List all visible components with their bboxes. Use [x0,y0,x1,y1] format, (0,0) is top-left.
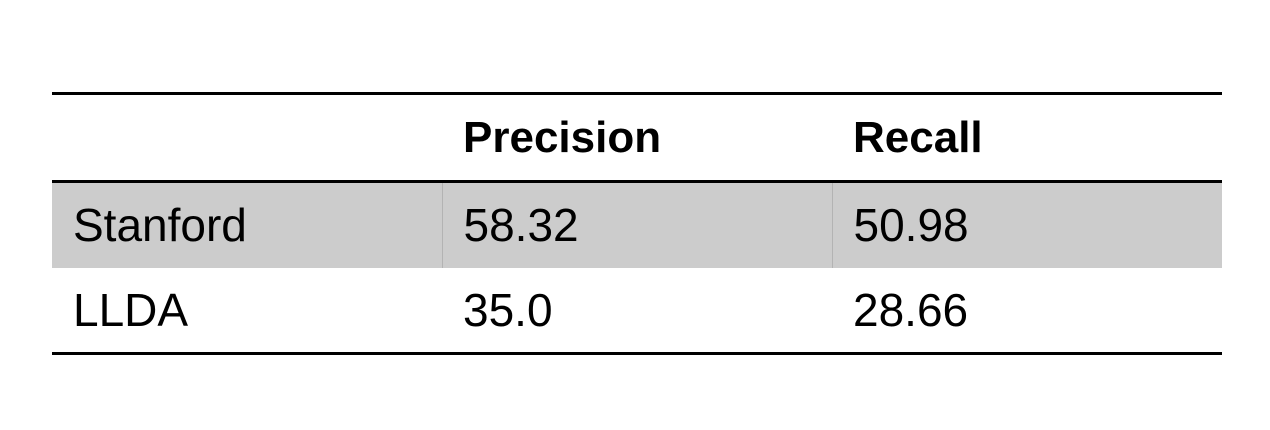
row-label: Stanford [52,181,442,268]
header-recall: Recall [853,112,983,162]
table-row: Stanford 58.32 50.98 [52,181,1222,268]
header-empty-cell [52,94,442,182]
recall-value: 28.66 [853,283,969,336]
header-row: Precision Recall [52,93,1222,182]
row-label: LLDA [73,283,189,336]
recall-value: 50.98 [831,181,1222,268]
table-row: LLDA 35.0 28.66 [52,268,1222,354]
results-table: Precision Recall Stanford 58.32 50.98 LL… [52,92,1222,355]
precision-value: 58.32 [441,181,832,268]
header-precision: Precision [463,112,662,162]
precision-value: 35.0 [463,283,553,336]
